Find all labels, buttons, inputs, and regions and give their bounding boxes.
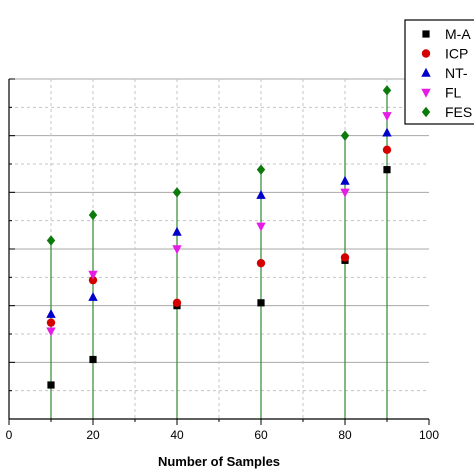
data-point-fes (256, 164, 266, 175)
legend-label-fl: FL (445, 85, 462, 101)
data-point-fes (172, 187, 182, 198)
data-point-fl (382, 112, 392, 122)
data-point-fl (88, 270, 98, 280)
legend-marker-nt (421, 67, 431, 77)
data-point-m-a (257, 299, 265, 307)
data-point-nt (46, 308, 56, 318)
data-point-fl (46, 327, 56, 337)
x-tick-label: 100 (419, 428, 439, 442)
data-point-fl (256, 222, 266, 232)
x-tick-label: 60 (254, 428, 268, 442)
legend-box (404, 19, 474, 125)
legend-label-icp: ICP (445, 46, 468, 62)
data-point-m-a (383, 166, 391, 174)
legend-marker-icp (421, 49, 431, 58)
x-tick-label: 0 (6, 428, 13, 442)
data-point-icp (256, 258, 266, 268)
grid-layer (9, 78, 429, 419)
data-point-m-a (47, 381, 55, 389)
data-point-icp (46, 318, 56, 327)
legend-label-fes: FES (445, 104, 472, 120)
data-point-m-a (89, 355, 97, 364)
data-point-fl (172, 245, 182, 255)
data-point-fes (46, 235, 56, 246)
legend-label-m-a: M-A (445, 26, 471, 42)
legend-marker-fes (421, 106, 431, 118)
data-point-fes (382, 85, 392, 96)
legend: M-A ICP NT- FL FES (404, 19, 474, 125)
x-tick-label: 40 (170, 428, 184, 442)
x-tick-label: 80 (338, 428, 352, 442)
axes-layer: 0 20 40 60 80 100 (6, 78, 439, 442)
legend-label-nt: NT- (445, 65, 468, 81)
data-point-fes (88, 209, 98, 221)
data-point-fes (340, 130, 350, 141)
data-point-nt (340, 175, 350, 185)
data-point-nt (88, 291, 98, 301)
data-point-nt (256, 189, 266, 199)
data-point-nt (172, 226, 182, 236)
legend-marker-fl (421, 88, 431, 98)
marker-layer (46, 85, 392, 389)
data-point-fl (340, 188, 350, 198)
x-tick-label: 20 (86, 428, 100, 442)
data-point-icp (382, 145, 392, 155)
data-point-nt (382, 127, 392, 137)
legend-marker-m-a (422, 30, 430, 38)
data-point-icp (340, 253, 350, 262)
data-point-icp (172, 298, 182, 308)
x-axis-title: Number of Samples (158, 454, 280, 469)
data-point-icp (88, 275, 98, 285)
